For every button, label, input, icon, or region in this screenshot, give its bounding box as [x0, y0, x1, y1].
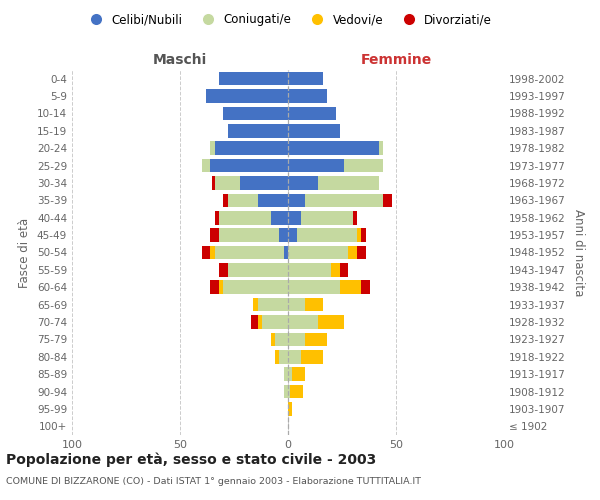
Bar	[288, 315, 318, 329]
Bar	[361, 228, 366, 242]
Y-axis label: Anni di nascita: Anni di nascita	[572, 209, 585, 296]
Bar	[227, 124, 288, 138]
Bar	[361, 280, 370, 294]
Legend: Celibi/Nubili, Coniugati/e, Vedovi/e, Divorziati/e: Celibi/Nubili, Coniugati/e, Vedovi/e, Di…	[79, 8, 497, 31]
Bar	[318, 176, 379, 190]
Bar	[223, 106, 288, 120]
Bar	[219, 211, 271, 224]
Bar	[288, 280, 340, 294]
Bar	[271, 211, 288, 224]
Bar	[275, 332, 288, 346]
Bar	[284, 385, 288, 398]
Bar	[227, 263, 288, 276]
Bar	[344, 159, 383, 172]
Bar	[202, 159, 210, 172]
Bar	[271, 332, 275, 346]
Bar	[202, 246, 210, 260]
Bar	[215, 142, 288, 155]
Bar	[292, 368, 305, 381]
Text: Femmine: Femmine	[361, 52, 431, 66]
Bar	[305, 332, 327, 346]
Bar	[331, 263, 340, 276]
Bar	[349, 246, 357, 260]
Bar	[288, 72, 323, 86]
Bar	[288, 246, 349, 260]
Bar	[288, 402, 292, 415]
Bar	[227, 194, 258, 207]
Bar	[318, 315, 344, 329]
Bar	[305, 298, 323, 312]
Text: Maschi: Maschi	[153, 52, 207, 66]
Bar	[206, 90, 288, 103]
Bar	[288, 350, 301, 364]
Bar	[383, 194, 392, 207]
Bar	[210, 159, 288, 172]
Bar	[288, 298, 305, 312]
Bar	[357, 228, 361, 242]
Bar	[288, 176, 318, 190]
Bar	[210, 142, 215, 155]
Text: COMUNE DI BIZZARONE (CO) - Dati ISTAT 1° gennaio 2003 - Elaborazione TUTTITALIA.: COMUNE DI BIZZARONE (CO) - Dati ISTAT 1°…	[6, 478, 421, 486]
Bar	[305, 194, 383, 207]
Bar	[288, 368, 292, 381]
Bar	[288, 194, 305, 207]
Bar	[288, 159, 344, 172]
Text: Popolazione per età, sesso e stato civile - 2003: Popolazione per età, sesso e stato civil…	[6, 452, 376, 467]
Y-axis label: Fasce di età: Fasce di età	[19, 218, 31, 288]
Bar	[258, 194, 288, 207]
Bar	[379, 142, 383, 155]
Bar	[288, 228, 296, 242]
Bar	[288, 90, 327, 103]
Bar	[301, 211, 353, 224]
Bar	[251, 315, 258, 329]
Bar	[215, 246, 284, 260]
Bar	[288, 263, 331, 276]
Bar	[262, 315, 288, 329]
Bar	[284, 368, 288, 381]
Bar	[275, 350, 280, 364]
Bar	[219, 228, 280, 242]
Bar	[210, 246, 215, 260]
Bar	[357, 246, 366, 260]
Bar	[290, 385, 303, 398]
Bar	[258, 315, 262, 329]
Bar	[288, 142, 379, 155]
Bar	[280, 350, 288, 364]
Bar	[353, 211, 357, 224]
Bar	[258, 298, 288, 312]
Bar	[219, 263, 227, 276]
Bar	[223, 194, 227, 207]
Bar	[288, 385, 290, 398]
Bar	[241, 176, 288, 190]
Bar	[288, 124, 340, 138]
Bar	[288, 211, 301, 224]
Bar	[219, 72, 288, 86]
Bar	[340, 263, 349, 276]
Bar	[253, 298, 258, 312]
Bar	[219, 280, 223, 294]
Bar	[215, 176, 241, 190]
Bar	[288, 106, 335, 120]
Bar	[210, 228, 219, 242]
Bar	[210, 280, 219, 294]
Bar	[288, 332, 305, 346]
Bar	[280, 228, 288, 242]
Bar	[301, 350, 323, 364]
Bar	[215, 211, 219, 224]
Bar	[340, 280, 361, 294]
Bar	[296, 228, 357, 242]
Bar	[212, 176, 215, 190]
Bar	[284, 246, 288, 260]
Bar	[223, 280, 288, 294]
